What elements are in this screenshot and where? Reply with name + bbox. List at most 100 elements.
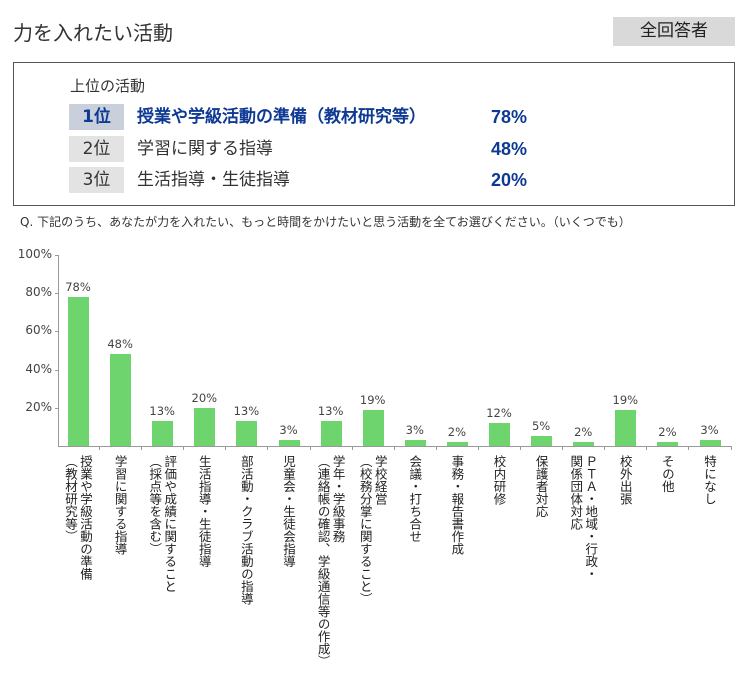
category-label-line: 校外出張 xyxy=(617,455,633,505)
y-tick-mark xyxy=(55,407,58,409)
y-tick-mark xyxy=(55,293,58,295)
bar-value-label: 13% xyxy=(233,404,260,419)
rank-percent: 20% xyxy=(491,170,528,190)
rank-percent: 48% xyxy=(491,139,528,159)
bar-value-label: 13% xyxy=(149,404,175,419)
category-label: 学校経営 （校務分掌に関すること） xyxy=(358,455,388,605)
category-label: 部活動・クラブ活動の指導 xyxy=(239,455,254,605)
x-tick-mark xyxy=(393,446,395,450)
category-label-line: その他 xyxy=(659,455,675,493)
category-label: 校外出張 xyxy=(618,455,633,505)
x-tick-mark xyxy=(688,446,690,450)
category-label-line: （校務分掌に関すること） xyxy=(357,455,373,605)
bar-value-label: 20% xyxy=(191,390,218,405)
bar-value-label: 48% xyxy=(107,337,133,352)
category-label-line: 学年・学級事務 xyxy=(330,455,346,543)
bar-value-label: 3% xyxy=(405,423,424,438)
bar xyxy=(68,297,89,446)
category-label: 学習に関する指導 xyxy=(113,455,128,555)
category-label-line: （教材研究等） xyxy=(63,455,78,543)
y-tick-label: 20% xyxy=(25,399,52,414)
category-label: 特になし xyxy=(702,455,717,505)
bar-value-label: 3% xyxy=(279,423,298,438)
x-tick-mark xyxy=(183,446,185,450)
bar xyxy=(404,440,426,446)
category-label-line: 学校経営 xyxy=(372,455,388,505)
question-text: Q. 下記のうち、あなたが力を入れたい、もっと時間をかけたいと思う活動を全てお選… xyxy=(20,215,631,229)
bar-value-label: 12% xyxy=(486,406,512,421)
category-label-line: 事務・報告書作成 xyxy=(449,455,465,555)
bar xyxy=(236,421,258,446)
respondent-badge: 全回答者 xyxy=(613,17,735,46)
rank-label: 1位 xyxy=(69,104,124,130)
category-label: 校内研修 xyxy=(492,455,507,505)
rank-activity: 授業や学級活動の準備（教材研究等） xyxy=(137,107,426,127)
category-label-line: （連絡帳の確認、学級通信等の作成） xyxy=(315,455,331,668)
rank-percent: 78% xyxy=(491,107,528,127)
y-tick-mark xyxy=(55,369,58,371)
category-label: ＰＴＡ・地域・行政・ 関係団体対応 xyxy=(568,455,598,580)
y-tick-label: 40% xyxy=(25,361,52,376)
rank-activity: 生活指導・生徒指導 xyxy=(137,170,290,190)
bar-value-label: 19% xyxy=(359,392,386,407)
category-label-line: 関係団体対応 xyxy=(568,455,584,530)
bar xyxy=(531,436,553,446)
x-tick-mark xyxy=(646,446,648,450)
category-label: 会議・打ち合せ xyxy=(407,455,422,543)
x-tick-mark xyxy=(730,446,732,450)
bar-value-label: 2% xyxy=(574,425,593,440)
category-label-line: 授業や学級活動の準備 xyxy=(78,455,93,580)
bar xyxy=(320,421,342,446)
bar-value-label: 2% xyxy=(658,425,677,440)
bar xyxy=(489,423,510,446)
category-label-line: 校内研修 xyxy=(491,455,507,505)
category-label-line: （採点等を含む） xyxy=(147,455,163,555)
bar xyxy=(615,409,637,446)
x-tick-mark xyxy=(225,446,227,450)
top-activities-box: 上位の活動 1位 授業や学級活動の準備（教材研究等） 78% 2位 学習に関する… xyxy=(13,62,735,206)
bar xyxy=(657,442,679,446)
bar-value-label: 2% xyxy=(447,425,467,440)
category-label: 学年・学級事務 （連絡帳の確認、学級通信等の作成） xyxy=(316,455,346,668)
bar xyxy=(152,421,174,446)
bar-value-label: 19% xyxy=(612,392,639,407)
category-label-line: 部活動・クラブ活動の指導 xyxy=(238,455,254,605)
bar xyxy=(699,440,721,446)
category-label: 生活指導・生徒指導 xyxy=(197,455,212,568)
top-activities-title: 上位の活動 xyxy=(70,77,146,95)
x-tick-mark xyxy=(99,446,100,450)
bar-value-label: 5% xyxy=(531,419,551,434)
category-label-line: 児童会・生徒会指導 xyxy=(281,455,296,568)
x-tick-mark xyxy=(141,446,143,450)
category-label-line: 評価や成績に関すること xyxy=(162,455,178,593)
x-tick-mark xyxy=(267,446,269,450)
bar xyxy=(110,354,132,446)
category-label: その他 xyxy=(660,455,675,493)
category-label-line: 生活指導・生徒指導 xyxy=(196,455,212,568)
category-label: 授業や学級活動の準備 （教材研究等） xyxy=(63,455,93,580)
bar xyxy=(362,409,384,446)
category-label: 事務・報告書作成 xyxy=(449,455,464,555)
rank-activity: 学習に関する指導 xyxy=(137,139,273,159)
y-axis xyxy=(58,255,59,446)
x-tick-mark xyxy=(520,446,521,450)
category-label: 保護者対応 xyxy=(534,455,549,518)
category-label: 評価や成績に関すること （採点等を含む） xyxy=(147,455,177,593)
bar-value-label: 3% xyxy=(700,423,719,438)
bar-value-label: 78% xyxy=(65,280,91,295)
category-label-line: 会議・打ち合せ xyxy=(407,455,423,543)
y-tick-mark xyxy=(55,331,58,333)
y-tick-mark xyxy=(55,255,58,256)
bar xyxy=(573,442,595,446)
category-label: 児童会・生徒会指導 xyxy=(281,455,296,568)
category-label-line: ＰＴＡ・地域・行政・ xyxy=(583,455,599,580)
x-tick-mark xyxy=(309,446,311,450)
y-tick-label: 80% xyxy=(25,285,52,300)
x-tick-mark xyxy=(435,446,437,450)
bar xyxy=(278,440,300,446)
bar xyxy=(446,442,468,446)
y-tick-label: 100% xyxy=(17,247,52,261)
rank-label: 3位 xyxy=(69,167,124,193)
category-label-line: 特になし xyxy=(702,455,717,505)
